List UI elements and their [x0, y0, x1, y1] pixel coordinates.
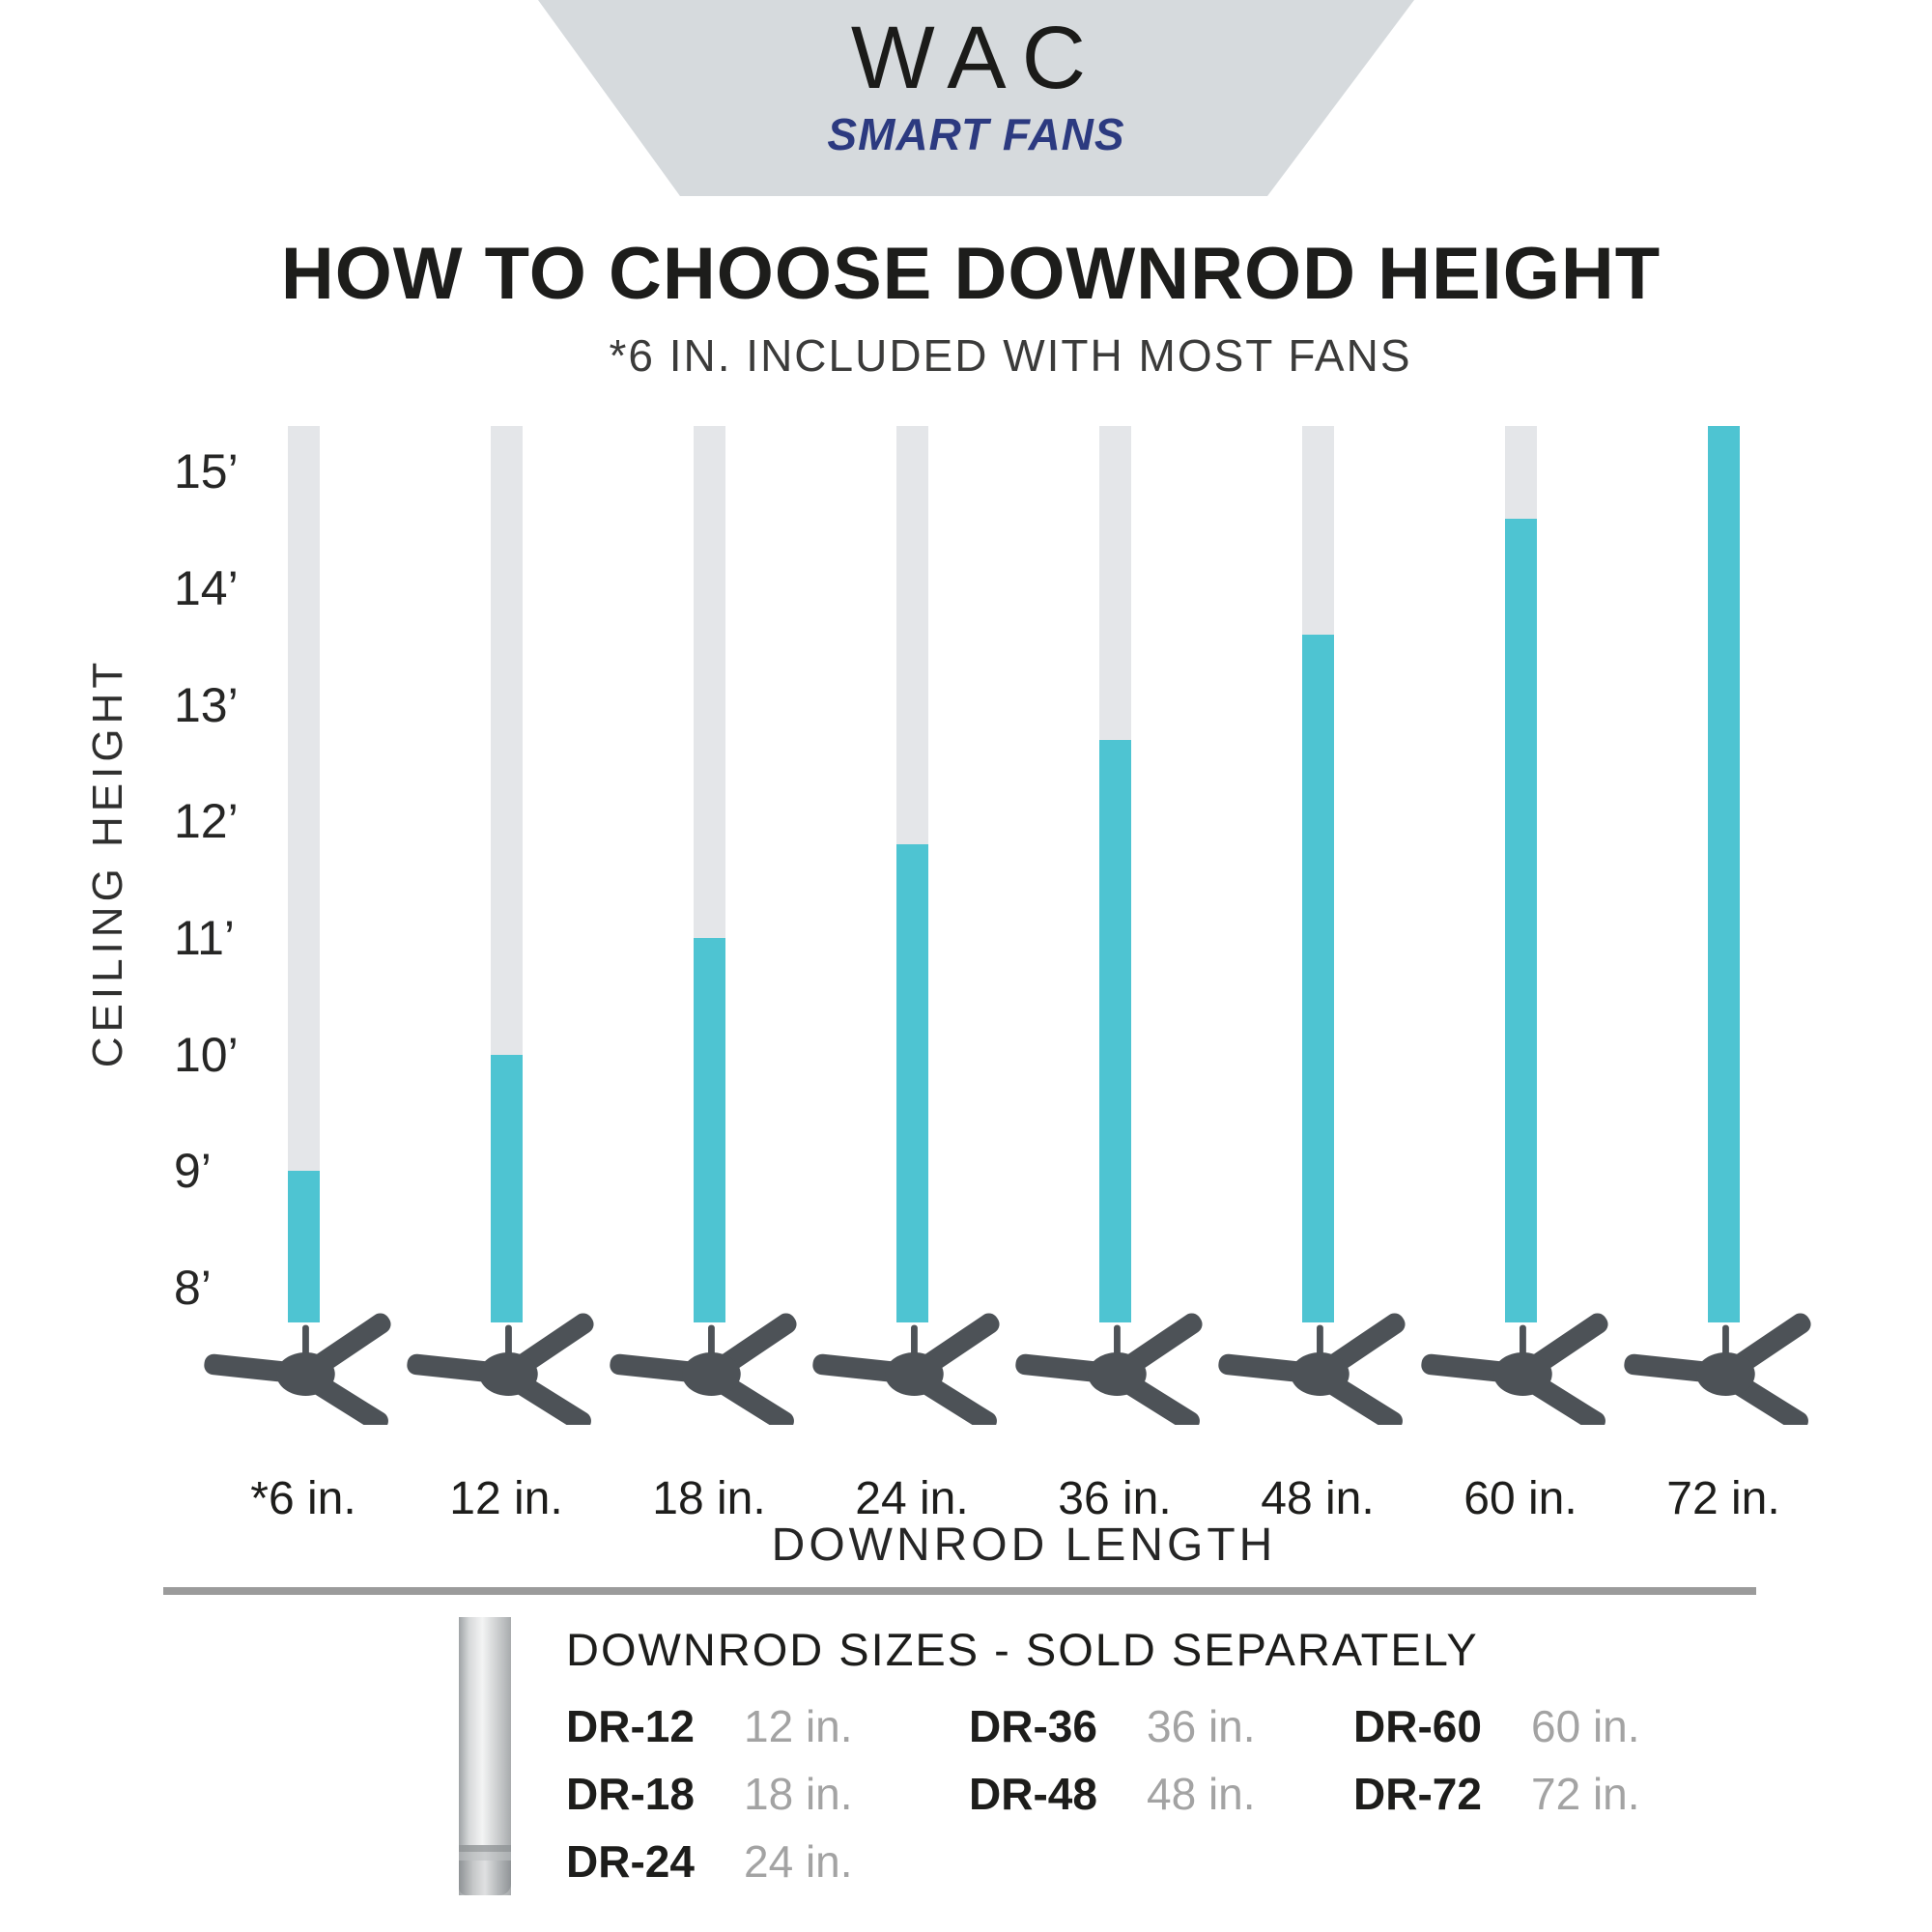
y-tick-label: 14’ [174, 560, 239, 615]
downrod-model-code: DR-60 [1353, 1701, 1482, 1751]
x-category-label: 48 in. [1261, 1473, 1375, 1524]
downrod-length-value: 24 in. [744, 1836, 853, 1887]
x-category-label: 72 in. [1666, 1473, 1780, 1524]
y-tick-label: 15’ [174, 444, 239, 499]
downrod-product-image [459, 1617, 511, 1895]
downrod-size-row: DR-24 24 in. [566, 1828, 853, 1895]
section-divider [163, 1587, 1756, 1595]
downrod-size-row: DR-48 48 in. [969, 1760, 1256, 1828]
bar-fill [895, 844, 928, 1322]
downrod-size-row: DR-36 36 in. [969, 1692, 1256, 1760]
downrod-length-value: 36 in. [1147, 1701, 1256, 1751]
page-title: HOW TO CHOOSE DOWNROD HEIGHT [280, 233, 1662, 315]
downrod-size-row: DR-18 18 in. [566, 1760, 853, 1828]
downrod-length-value: 18 in. [744, 1769, 853, 1819]
ceiling-fan-icon [1214, 1312, 1422, 1433]
downrod-length-value: 60 in. [1531, 1701, 1640, 1751]
bar-fill [490, 1054, 523, 1322]
y-tick-label: 11’ [174, 910, 236, 965]
downrod-size-row: DR-72 72 in. [1353, 1760, 1640, 1828]
wac-tagline: SMART FANS [827, 109, 1125, 159]
downrod-sizes-column: DR-60 60 in. DR-72 72 in. [1353, 1692, 1640, 1828]
bar-fill [1504, 518, 1537, 1322]
downrod-sizes-heading: DOWNROD SIZES - SOLD SEPARATELY [566, 1624, 1479, 1675]
x-category-label: 24 in. [855, 1473, 969, 1524]
ceiling-fan-icon [1620, 1312, 1828, 1433]
downrod-model-code: DR-24 [566, 1836, 695, 1887]
y-tick-label: 10’ [174, 1027, 239, 1082]
bar-fill [1301, 635, 1334, 1322]
x-category-label: *6 in. [250, 1473, 356, 1524]
y-tick-label: 9’ [174, 1144, 212, 1199]
downrod-length-value: 12 in. [744, 1701, 853, 1751]
bar-fill [1707, 426, 1740, 1322]
ceiling-fan-icon [1417, 1312, 1625, 1433]
downrod-size-row: DR-12 12 in. [566, 1692, 853, 1760]
wac-logo: WAC [850, 9, 1102, 107]
x-category-label: 18 in. [652, 1473, 766, 1524]
ceiling-fan-icon [1011, 1312, 1219, 1433]
downrod-coupler [459, 1845, 511, 1895]
ceiling-fan-icon [606, 1312, 813, 1433]
ceiling-fan-icon [403, 1312, 611, 1433]
downrod-model-code: DR-48 [969, 1769, 1097, 1819]
x-category-label: 36 in. [1058, 1473, 1172, 1524]
bar-fill [287, 1171, 320, 1322]
y-tick-label: 13’ [174, 677, 239, 732]
downrod-model-code: DR-18 [566, 1769, 695, 1819]
bar-fill [1098, 739, 1131, 1322]
downrod-model-code: DR-72 [1353, 1769, 1482, 1819]
y-axis-label: CEILING HEIGHT [84, 657, 131, 1068]
y-tick-label: 12’ [174, 794, 239, 849]
downrod-size-row: DR-60 60 in. [1353, 1692, 1640, 1760]
downrod-model-code: DR-12 [566, 1701, 695, 1751]
downrod-length-value: 48 in. [1147, 1769, 1256, 1819]
downrod-length-value: 72 in. [1531, 1769, 1640, 1819]
y-tick-label: 8’ [174, 1261, 212, 1315]
x-category-label: 12 in. [449, 1473, 563, 1524]
brand-banner: WAC SMART FANS [538, 0, 1414, 196]
downrod-sizes-column: DR-36 36 in. DR-48 48 in. [969, 1692, 1256, 1828]
x-category-label: 60 in. [1463, 1473, 1577, 1524]
page-subtitle: *6 IN. INCLUDED WITH MOST FANS [609, 330, 1412, 381]
x-axis-label: DOWNROD LENGTH [771, 1520, 1277, 1571]
downrod-sizes-column: DR-12 12 in. DR-18 18 in. DR-24 24 in. [566, 1692, 853, 1895]
ceiling-fan-icon [200, 1312, 408, 1433]
bar-fill [693, 937, 725, 1322]
ceiling-fan-icon [809, 1312, 1016, 1433]
downrod-model-code: DR-36 [969, 1701, 1097, 1751]
